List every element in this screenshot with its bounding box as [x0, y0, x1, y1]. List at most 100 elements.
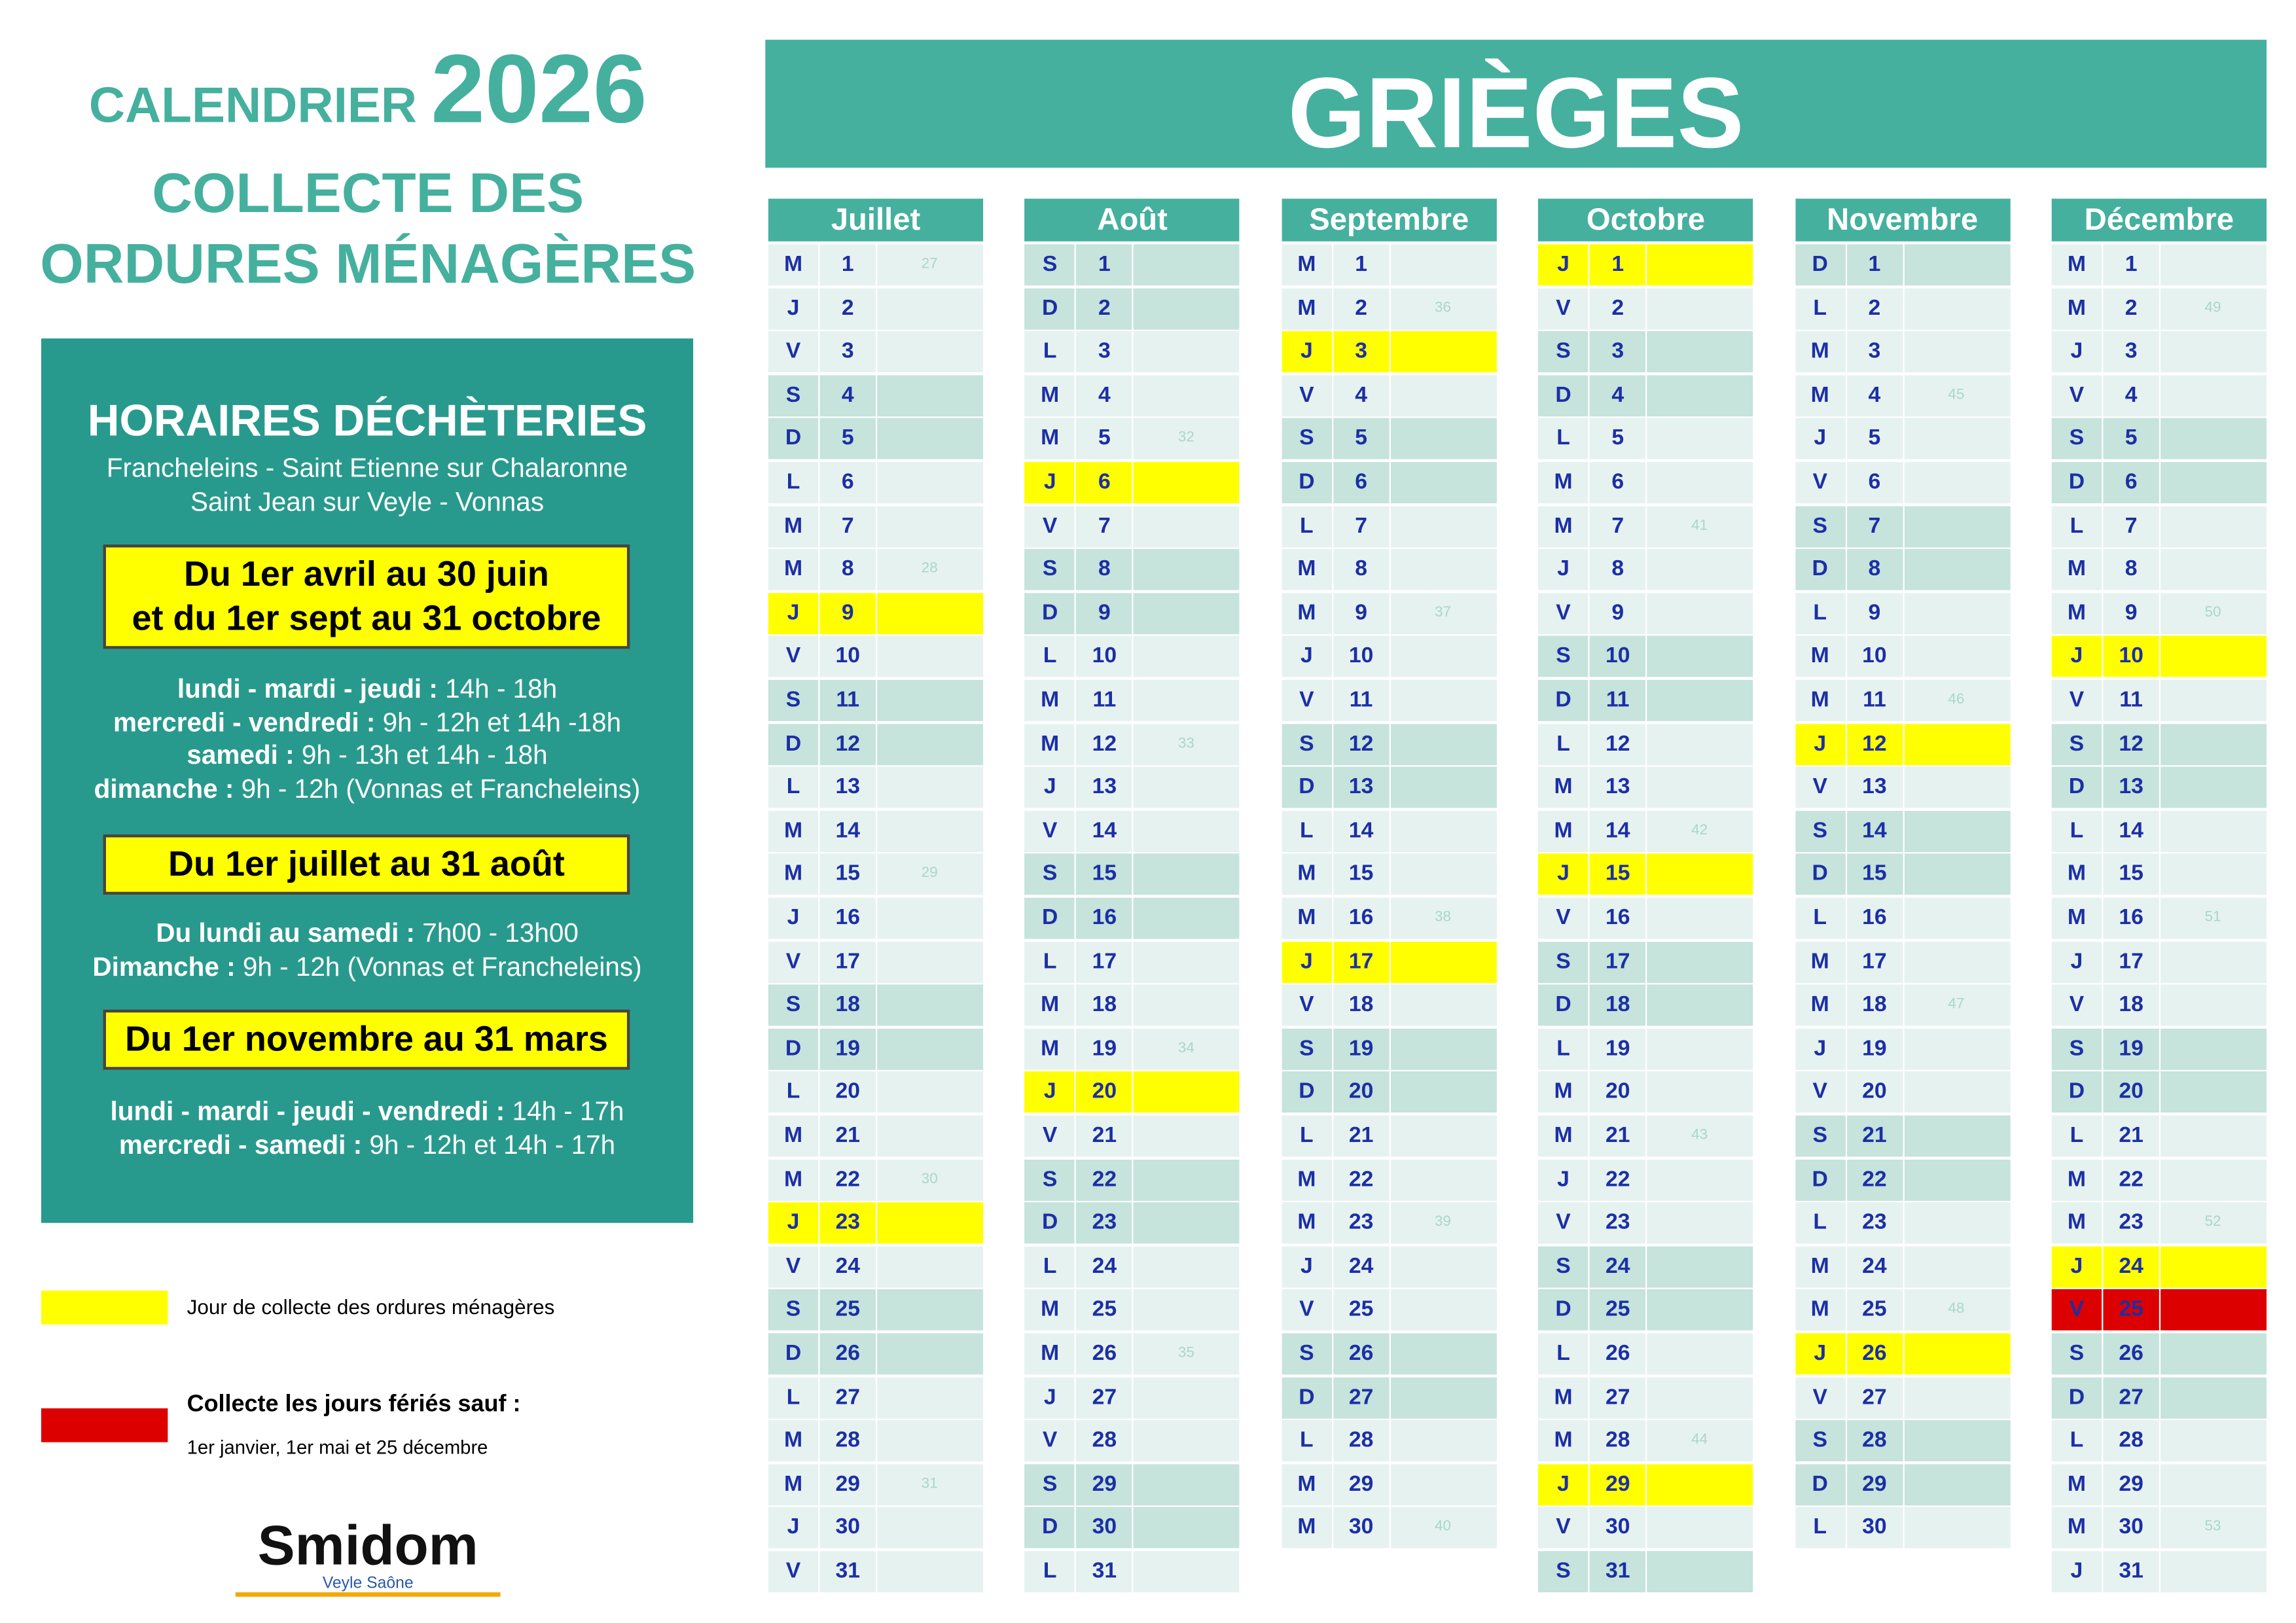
day-number: 30 [819, 1507, 876, 1549]
weekday: L [1795, 287, 1845, 329]
logo-name: Smidom [257, 1516, 478, 1578]
weekday: J [1024, 766, 1075, 808]
weekday: D [768, 1333, 819, 1375]
weekday: M [2051, 287, 2102, 329]
weekday: L [1538, 1333, 1588, 1375]
weekday: D [1024, 592, 1075, 634]
weekday: D [1538, 984, 1588, 1026]
day-number: 26 [1590, 1333, 1646, 1375]
day-number: 11 [1333, 679, 1390, 721]
day-number: 28 [2103, 1420, 2159, 1462]
week-number [1647, 244, 1753, 286]
weekday: L [1024, 1246, 1075, 1288]
week-number [1390, 1463, 1497, 1505]
weekday: D [768, 1028, 819, 1070]
weekday: J [1538, 854, 1588, 896]
weekday: M [2051, 854, 2102, 896]
weekday: M [1538, 810, 1588, 852]
weekday: D [1024, 1507, 1075, 1549]
week-number: 53 [2161, 1507, 2267, 1549]
day-number: 14 [1590, 810, 1646, 852]
week-number [1647, 636, 1753, 678]
day-number: 15 [1846, 854, 1903, 896]
day-number: 26 [1076, 1333, 1133, 1375]
weekday: L [2051, 1115, 2102, 1157]
weekday: M [2051, 1159, 2102, 1201]
day-number: 17 [1076, 941, 1133, 983]
weekday: M [1282, 1463, 1332, 1505]
weekday: M [1024, 984, 1075, 1026]
day-number: 10 [1076, 636, 1133, 678]
week-number [877, 1376, 984, 1418]
day-number: 22 [1076, 1159, 1133, 1201]
weekday: M [1024, 679, 1075, 721]
week-number [877, 287, 984, 329]
weekday: V [1024, 810, 1075, 852]
schedule-line: lundi - mardi - jeudi - vendredi : 14h -… [41, 1096, 693, 1127]
weekday: M [2051, 1507, 2102, 1549]
weekday: V [768, 1246, 819, 1288]
weekday: M [1795, 679, 1845, 721]
week-number [1390, 1028, 1497, 1070]
week-number [2161, 1551, 2267, 1593]
day-number: 16 [819, 897, 876, 939]
weekday: J [2051, 331, 2102, 373]
weekday: S [1795, 1420, 1845, 1462]
town-banner: GRIÈGES [765, 39, 2267, 169]
week-number [1903, 1463, 2010, 1505]
day-number: 29 [1846, 1463, 1903, 1505]
week-number [1134, 1420, 1240, 1462]
week-number [1647, 1333, 1753, 1375]
week-number [1903, 810, 2010, 852]
week-number [1903, 1202, 2010, 1244]
day-number: 26 [1333, 1333, 1390, 1375]
day-number: 23 [1076, 1202, 1133, 1244]
week-number [1134, 244, 1240, 286]
week-number [1647, 897, 1753, 939]
day-number: 28 [1846, 1420, 1903, 1462]
day-number: 12 [819, 723, 876, 765]
weekday: M [1282, 549, 1332, 591]
day-number: 8 [1076, 549, 1133, 591]
day-number: 19 [1076, 1028, 1133, 1070]
day-number: 14 [1846, 810, 1903, 852]
day-number: 5 [1846, 418, 1903, 460]
day-number: 7 [2103, 505, 2159, 547]
week-number [2161, 636, 2267, 678]
weekday: J [1795, 1333, 1845, 1375]
day-number: 8 [2103, 549, 2159, 591]
schedule-days: lundi - mardi - jeudi : [177, 673, 438, 704]
day-number: 15 [1333, 854, 1390, 896]
week-number [2161, 462, 2267, 504]
day-number: 7 [819, 505, 876, 547]
subtitle-line: COLLECTE DES [152, 163, 584, 226]
week-number [1390, 679, 1497, 721]
week-number [1390, 418, 1497, 460]
week-number [2161, 549, 2267, 591]
weekday: D [1024, 287, 1075, 329]
site-line: Francheleins - Saint Etienne sur Chalaro… [106, 453, 628, 483]
weekday: M [1795, 1246, 1845, 1288]
weekday: D [2051, 462, 2102, 504]
day-number: 6 [819, 462, 876, 504]
weekday: D [1795, 244, 1845, 286]
week-number [1134, 1463, 1240, 1505]
day-number: 6 [1333, 462, 1390, 504]
week-number [1390, 723, 1497, 765]
week-number [1134, 766, 1240, 808]
week-number [1903, 1028, 2010, 1070]
weekday: S [1538, 636, 1588, 678]
week-number [877, 897, 984, 939]
weekday: M [1024, 1289, 1075, 1331]
day-number: 18 [2103, 984, 2159, 1026]
day-number: 11 [1076, 679, 1133, 721]
week-number: 51 [2161, 897, 2267, 939]
day-number: 20 [2103, 1071, 2159, 1113]
month-header: Juillet [768, 198, 984, 241]
day-number: 29 [2103, 1463, 2159, 1505]
schedule-hours: 9h - 12h (Vonnas et Francheleins) [234, 773, 641, 803]
period-label: Du 1er juillet au 31 août [168, 844, 565, 884]
weekday: J [1282, 331, 1332, 373]
day-number: 29 [1590, 1463, 1646, 1505]
sites: Francheleins - Saint Etienne sur Chalaro… [41, 452, 693, 519]
